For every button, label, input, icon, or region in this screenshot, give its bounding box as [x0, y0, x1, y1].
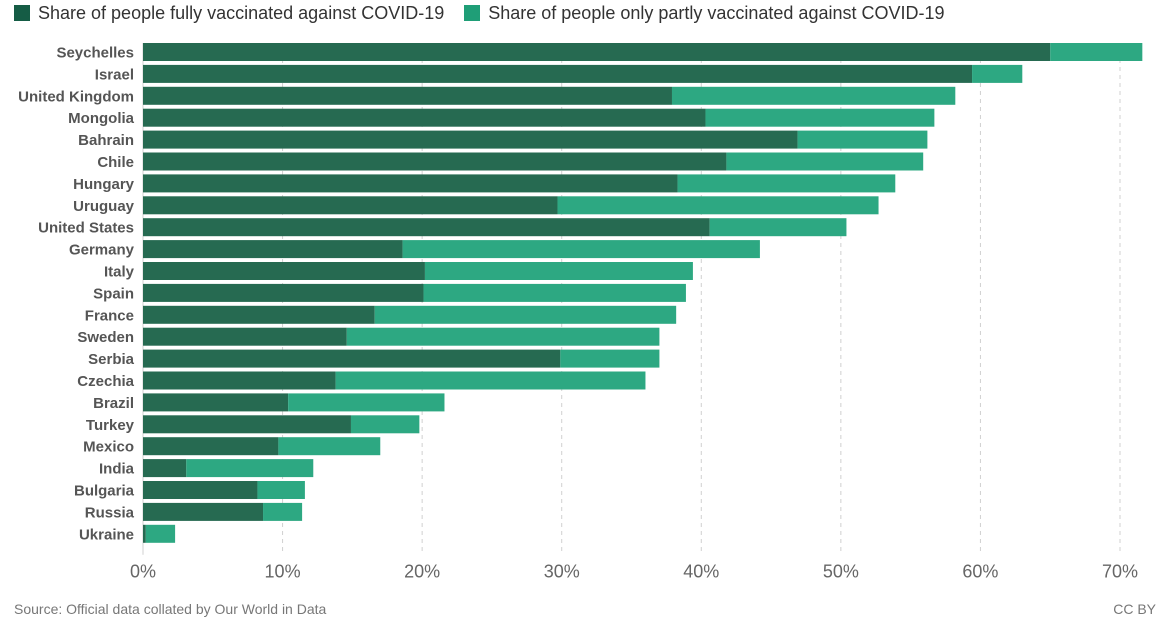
bar-fully-vaccinated[interactable]	[143, 196, 558, 215]
bar-fully-vaccinated[interactable]	[143, 393, 289, 412]
bar-fully-vaccinated[interactable]	[143, 218, 710, 237]
bar-fully-vaccinated[interactable]	[143, 64, 973, 83]
bar-partly-vaccinated[interactable]	[424, 262, 693, 280]
bar-partly-vaccinated[interactable]	[350, 415, 420, 434]
bar-fully-vaccinated[interactable]	[143, 283, 424, 302]
bar-fully-vaccinated[interactable]	[143, 262, 425, 280]
y-category-label: Italy	[104, 264, 135, 281]
bar-partly-vaccinated[interactable]	[677, 174, 896, 193]
bar-partly-vaccinated[interactable]	[671, 86, 956, 105]
bar-fully-vaccinated[interactable]	[143, 152, 727, 171]
y-category-label: France	[85, 307, 134, 324]
x-tick-label: 70%	[1102, 562, 1138, 582]
bar-fully-vaccinated[interactable]	[143, 481, 258, 499]
bar-fully-vaccinated[interactable]	[143, 524, 146, 543]
x-axis-ticks: 0% 10% 20% 30% 40% 50% 60% 70%	[130, 562, 1138, 582]
x-tick-label: 10%	[265, 562, 301, 582]
y-category-label: Hungary	[73, 176, 135, 193]
bar-fully-vaccinated[interactable]	[143, 240, 403, 259]
y-category-label: Germany	[69, 242, 135, 259]
bar-partly-vaccinated[interactable]	[346, 327, 660, 346]
y-category-label: Spain	[93, 285, 134, 302]
y-category-label: Mongolia	[68, 110, 134, 127]
bar-partly-vaccinated[interactable]	[709, 218, 847, 237]
y-axis-labels: Seychelles Israel United Kingdom Mongolia Ba…	[18, 45, 134, 544]
y-category-label: Russia	[85, 504, 135, 521]
bar-fully-vaccinated[interactable]	[143, 305, 375, 324]
y-category-label: Seychelles	[56, 45, 134, 62]
bar-partly-vaccinated[interactable]	[278, 437, 381, 456]
bar-fully-vaccinated[interactable]	[143, 349, 561, 368]
bar-partly-vaccinated[interactable]	[145, 524, 176, 543]
legend-swatch-partly	[464, 5, 481, 21]
bar-fully-vaccinated[interactable]	[143, 327, 347, 346]
bar-fully-vaccinated[interactable]	[143, 130, 798, 149]
bar-partly-vaccinated[interactable]	[263, 502, 303, 521]
y-category-label: United States	[38, 220, 134, 237]
legend-item-partly[interactable]: Share of people only partly vaccinated a…	[464, 2, 945, 24]
y-category-label: Turkey	[86, 417, 135, 434]
bar-partly-vaccinated[interactable]	[186, 459, 314, 478]
x-tick-label: 50%	[823, 562, 859, 582]
bar-fully-vaccinated[interactable]	[143, 437, 279, 456]
y-category-label: Serbia	[88, 351, 135, 368]
bar-partly-vaccinated[interactable]	[288, 393, 445, 412]
x-tick-label: 40%	[683, 562, 719, 582]
y-category-label: Israel	[95, 66, 134, 83]
x-tick-label: 0%	[130, 562, 156, 582]
bar-fully-vaccinated[interactable]	[143, 415, 351, 434]
bar-partly-vaccinated[interactable]	[257, 481, 305, 499]
bar-fully-vaccinated[interactable]	[143, 86, 672, 105]
legend-label-partly: Share of people only partly vaccinated a…	[488, 2, 945, 23]
bar-partly-vaccinated[interactable]	[972, 64, 1023, 83]
y-category-label: Sweden	[77, 329, 134, 346]
legend: Share of people fully vaccinated against…	[14, 2, 965, 24]
y-category-label: United Kingdom	[18, 88, 134, 105]
y-category-label: Uruguay	[73, 198, 135, 215]
bar-partly-vaccinated[interactable]	[557, 196, 879, 215]
x-tick-label: 30%	[544, 562, 580, 582]
y-category-label: Czechia	[77, 373, 134, 390]
y-category-label: India	[99, 461, 135, 478]
bar-partly-vaccinated[interactable]	[335, 371, 646, 390]
y-category-label: Mexico	[83, 439, 134, 456]
bar-partly-vaccinated[interactable]	[402, 240, 760, 259]
bar-fully-vaccinated[interactable]	[143, 174, 678, 193]
legend-item-fully[interactable]: Share of people fully vaccinated against…	[14, 3, 444, 24]
bar-fully-vaccinated[interactable]	[143, 502, 264, 521]
bar-fully-vaccinated[interactable]	[143, 371, 336, 390]
bar-partly-vaccinated[interactable]	[423, 283, 686, 302]
source-note[interactable]: Source: Official data collated by Our Wo…	[14, 601, 327, 617]
license-label[interactable]: CC BY	[1113, 601, 1156, 617]
bar-partly-vaccinated[interactable]	[705, 108, 935, 127]
y-category-label: Brazil	[93, 395, 134, 412]
bars	[143, 43, 1143, 543]
bar-partly-vaccinated[interactable]	[560, 349, 660, 368]
legend-swatch-fully	[14, 5, 30, 21]
bar-fully-vaccinated[interactable]	[143, 43, 1051, 61]
bar-partly-vaccinated[interactable]	[1050, 43, 1143, 61]
bar-partly-vaccinated[interactable]	[797, 130, 928, 149]
x-tick-label: 20%	[404, 562, 440, 582]
x-tick-label: 60%	[962, 562, 998, 582]
y-category-label: Bulgaria	[74, 483, 135, 500]
bar-fully-vaccinated[interactable]	[143, 459, 187, 478]
bar-fully-vaccinated[interactable]	[143, 108, 706, 127]
y-category-label: Chile	[97, 154, 134, 171]
bar-partly-vaccinated[interactable]	[374, 305, 677, 324]
y-category-label: Ukraine	[79, 526, 134, 543]
legend-label-fully: Share of people fully vaccinated against…	[38, 2, 445, 23]
y-category-label: Bahrain	[78, 132, 134, 149]
bar-partly-vaccinated[interactable]	[726, 152, 924, 171]
